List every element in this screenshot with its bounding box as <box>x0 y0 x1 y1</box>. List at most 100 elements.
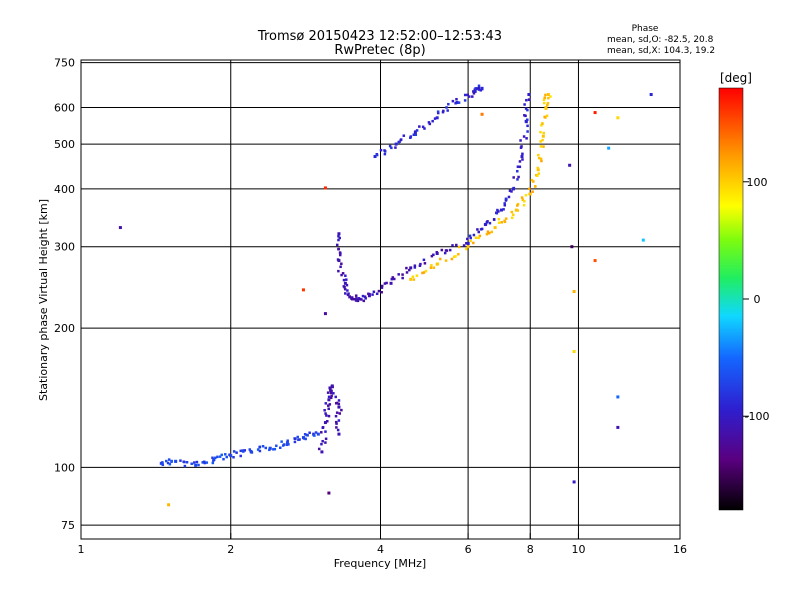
trace-point <box>536 168 540 172</box>
trace-point <box>320 450 324 454</box>
trace-point <box>477 88 481 91</box>
trace-point <box>337 238 340 242</box>
trace-point <box>518 165 522 169</box>
trace-point <box>421 125 425 129</box>
trace-point <box>350 296 354 299</box>
trace-point <box>185 461 189 464</box>
trace-point <box>469 236 472 240</box>
trace-point <box>339 265 342 269</box>
trace-point <box>345 283 349 287</box>
trace-point <box>329 396 333 400</box>
trace-point <box>440 248 444 252</box>
trace-point <box>328 403 332 406</box>
trace-point <box>380 284 384 288</box>
trace-point <box>522 135 526 138</box>
trace-point <box>375 292 379 296</box>
trace-point <box>332 392 335 395</box>
trace-point <box>330 384 334 388</box>
y-tick-label: 500 <box>54 138 75 151</box>
trace-point <box>499 208 503 212</box>
trace-point <box>377 289 381 293</box>
trace-point <box>296 435 299 439</box>
trace-point <box>170 459 173 463</box>
trace-point <box>512 176 515 179</box>
trace-point <box>455 243 458 247</box>
trace-point <box>429 266 433 270</box>
trace-point <box>454 255 457 258</box>
trace-point <box>510 216 514 220</box>
trace-point <box>415 129 419 132</box>
trace-point <box>256 448 260 451</box>
trace-point <box>536 174 539 178</box>
trace-point <box>518 160 522 163</box>
scatter-point <box>593 259 597 263</box>
trace-point <box>361 294 365 298</box>
trace-point <box>285 443 289 447</box>
trace-point <box>520 196 524 199</box>
trace-point <box>512 213 515 217</box>
trace-point <box>544 93 547 97</box>
trace-point <box>418 125 421 128</box>
trace-point <box>337 399 341 402</box>
trace-point <box>412 278 416 281</box>
trace-o-mode-f2 <box>466 93 531 245</box>
trace-point <box>258 445 262 449</box>
trace-point <box>427 121 431 124</box>
scatter-point <box>616 395 620 399</box>
trace-point <box>293 440 297 444</box>
x-tick-label: 16 <box>673 543 687 556</box>
trace-point <box>503 202 506 205</box>
trace-point <box>346 289 349 292</box>
trace-point <box>504 199 508 202</box>
trace-point <box>493 226 497 230</box>
trace-point <box>540 159 543 163</box>
trace-point <box>275 444 278 448</box>
trace-point <box>520 155 524 159</box>
trace-point <box>542 131 545 135</box>
trace-point <box>477 86 481 90</box>
trace-point <box>422 271 426 274</box>
trace-point <box>457 253 460 256</box>
trace-point <box>401 273 404 276</box>
trace-point <box>486 220 489 223</box>
trace-point <box>433 117 437 120</box>
trace-point <box>190 462 194 465</box>
chart-subtitle: RwPretec (8p) <box>334 43 425 58</box>
trace-point <box>327 407 330 411</box>
trace-point <box>390 146 393 150</box>
trace-point <box>239 449 243 453</box>
trace-point <box>324 441 327 444</box>
trace-point <box>344 292 347 295</box>
trace-point <box>229 454 233 458</box>
trace-point <box>174 459 177 463</box>
trace-point <box>544 107 547 110</box>
trace-point <box>527 98 531 101</box>
scatter-point <box>641 238 645 242</box>
trace-point <box>249 449 252 453</box>
trace-point <box>313 434 316 437</box>
trace-point <box>379 148 383 152</box>
trace-point <box>445 249 449 252</box>
trace-point <box>327 395 331 399</box>
trace-point <box>166 461 170 465</box>
trace-point <box>325 414 328 417</box>
trace-point <box>516 165 520 168</box>
trace-point <box>317 447 321 451</box>
trace-point <box>415 274 419 277</box>
trace-point <box>488 221 492 225</box>
trace-point <box>308 431 311 434</box>
trace-point <box>294 437 297 441</box>
trace-point <box>368 292 371 296</box>
trace-point <box>527 93 531 97</box>
trace-point <box>211 456 214 460</box>
trace-point <box>327 414 331 418</box>
trace-point <box>483 223 487 227</box>
trace-point <box>225 455 228 459</box>
trace-point <box>250 451 254 454</box>
trace-point <box>337 402 341 406</box>
trace-es-cluster <box>317 384 343 454</box>
trace-point <box>340 273 343 277</box>
trace-point <box>358 297 362 301</box>
scatter-point <box>570 245 574 249</box>
trace-point <box>520 145 523 148</box>
